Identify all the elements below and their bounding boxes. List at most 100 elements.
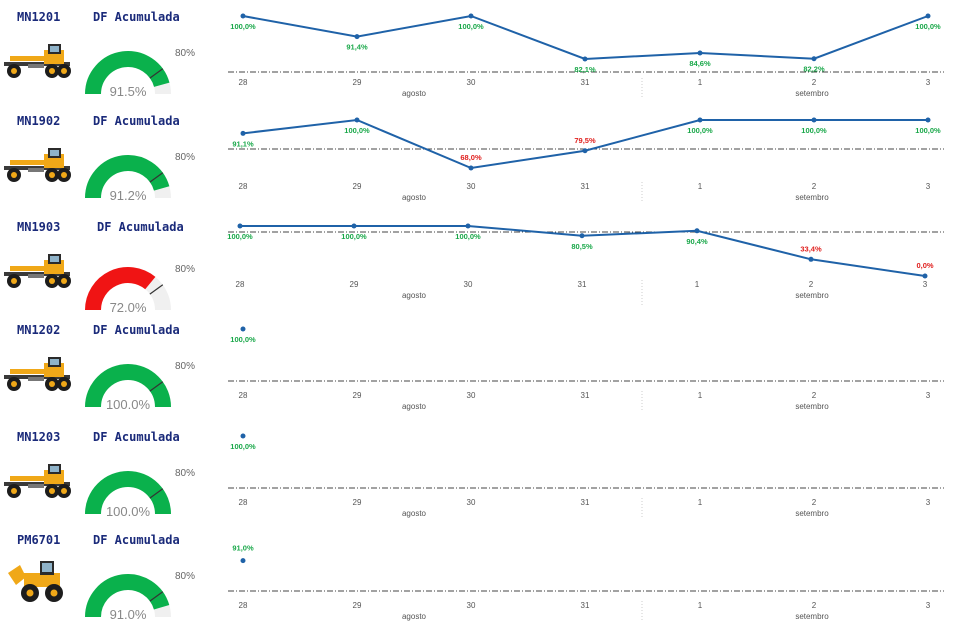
x-tick-label: 30: [467, 182, 476, 191]
data-point: [240, 433, 246, 439]
x-tick-label: 31: [581, 391, 590, 400]
month-label-agosto: agosto: [402, 509, 427, 518]
data-label: 84,6%: [689, 59, 711, 68]
month-label-setembro: setembro: [795, 89, 829, 98]
machine-row: MN1202 DF Acumulada 80% 100.0% 28 29 30 31 1 2 3 ag…: [0, 313, 958, 417]
data-label: 82,1%: [574, 65, 596, 74]
df-line-chart: 28 29 30 31 1 2 3 agosto setembro 100,0%: [0, 420, 958, 528]
x-tick-label: 2: [812, 182, 817, 191]
x-tick-label: 29: [353, 391, 362, 400]
gauge-target-marker: [149, 488, 164, 499]
x-tick-label: 30: [467, 391, 476, 400]
data-point: [582, 148, 588, 154]
data-point: [354, 34, 360, 40]
x-tick-label: 29: [353, 498, 362, 507]
data-point: [811, 117, 817, 123]
machine-row: MN1903 DF Acumulada 80% 72.0% 28 29 30 31 1 2 3 ago…: [0, 210, 958, 315]
df-title: DF Acumulada: [93, 323, 180, 337]
machine-code: MN1203: [17, 430, 61, 444]
data-point: [697, 117, 703, 123]
data-label: 82,2%: [803, 65, 825, 74]
x-tick-label: 31: [581, 601, 590, 610]
df-gauge: 80% 91.2%: [80, 134, 200, 208]
df-line-chart: 28 29 30 31 1 2 3 agosto setembro 91,0%: [0, 523, 958, 631]
data-point: [808, 256, 814, 262]
x-tick-label: 28: [236, 280, 245, 289]
x-tick-label: 3: [926, 182, 931, 191]
data-point: [922, 273, 928, 279]
x-tick-label: 31: [581, 182, 590, 191]
gauge-value-label: 91.5%: [110, 84, 147, 99]
x-tick-label: 30: [464, 280, 473, 289]
data-point: [240, 130, 246, 136]
month-label-setembro: setembro: [795, 402, 829, 411]
data-label: 91,4%: [346, 43, 368, 52]
machine-row: PM6701 DF Acumulada 80% 91.0% 28 29 30 31 1 2 3 ago…: [0, 523, 958, 627]
machine-code: PM6701: [17, 533, 61, 547]
x-tick-label: 1: [698, 498, 703, 507]
x-tick-label: 29: [353, 182, 362, 191]
gauge-target-label: 80%: [175, 468, 195, 479]
machine-code: MN1202: [17, 323, 61, 337]
x-tick-label: 2: [812, 78, 817, 87]
series-line: [242, 14, 929, 60]
x-tick-label: 3: [926, 78, 931, 87]
df-line-chart: 28 29 30 31 1 2 3 agosto setembro 100,0% 100,0% 100…: [0, 210, 958, 318]
x-tick-label: 31: [581, 498, 590, 507]
data-point: [582, 56, 588, 62]
data-point: [351, 223, 357, 229]
grader-icon: [2, 353, 74, 397]
x-tick-label: 28: [239, 498, 248, 507]
month-label-setembro: setembro: [795, 509, 829, 518]
gauge-fill: [85, 155, 170, 199]
x-tick-label: 28: [239, 78, 248, 87]
df-line-chart: 28 29 30 31 1 2 3 agosto setembro 100,0% 91,4% 100,…: [0, 0, 958, 108]
data-label: 100,0%: [687, 126, 713, 135]
data-label: 100,0%: [915, 126, 941, 135]
x-tick-label: 29: [353, 601, 362, 610]
x-tick-label: 3: [926, 601, 931, 610]
machine-row: MN1203 DF Acumulada 80% 100.0% 28 29 30 31 1 2 3 ag…: [0, 420, 958, 524]
df-gauge: 80% 100.0%: [80, 343, 200, 417]
data-point: [240, 558, 246, 564]
x-tick-label: 2: [809, 280, 814, 289]
gauge-fill: [85, 51, 170, 95]
df-title: DF Acumulada: [93, 533, 180, 547]
data-label: 100,0%: [227, 232, 253, 241]
data-label: 100,0%: [230, 335, 256, 344]
gauge-value-label: 91.0%: [110, 607, 147, 622]
x-tick-label: 28: [239, 601, 248, 610]
data-point: [811, 56, 817, 62]
x-tick-label: 29: [353, 78, 362, 87]
x-tick-label: 3: [926, 391, 931, 400]
x-tick-label: 3: [923, 280, 928, 289]
gauge-value-label: 72.0%: [110, 300, 147, 315]
data-label: 33,4%: [800, 244, 822, 253]
data-label: 68,0%: [460, 153, 482, 162]
x-tick-label: 3: [926, 498, 931, 507]
data-point: [240, 13, 246, 19]
grader-icon: [2, 40, 74, 84]
gauge-value-label: 91.2%: [110, 188, 147, 203]
df-gauge: 80% 72.0%: [80, 246, 200, 320]
data-point: [925, 117, 931, 123]
month-label-agosto: agosto: [402, 291, 427, 300]
gauge-fill: [85, 364, 171, 408]
data-label: 90,4%: [686, 237, 708, 246]
gauge-value-label: 100.0%: [106, 504, 151, 519]
data-label: 91,1%: [232, 139, 254, 148]
month-label-agosto: agosto: [402, 193, 427, 202]
machine-row: MN1902 DF Acumulada 80% 91.2% 28 29 30 31 1 2 3 ago…: [0, 104, 958, 208]
data-label: 91,0%: [232, 544, 254, 553]
df-line-chart: 28 29 30 31 1 2 3 agosto setembro 91,1% 100,0% 68,0…: [0, 104, 958, 212]
gauge-target-marker: [149, 172, 164, 183]
x-tick-label: 1: [698, 182, 703, 191]
data-label: 100,0%: [455, 232, 481, 241]
df-line-chart: 28 29 30 31 1 2 3 agosto setembro 100,0%: [0, 313, 958, 421]
data-point: [468, 165, 474, 171]
x-tick-label: 28: [239, 182, 248, 191]
x-tick-label: 28: [239, 391, 248, 400]
data-label: 100,0%: [801, 126, 827, 135]
data-point: [354, 117, 360, 123]
data-point: [240, 326, 246, 332]
